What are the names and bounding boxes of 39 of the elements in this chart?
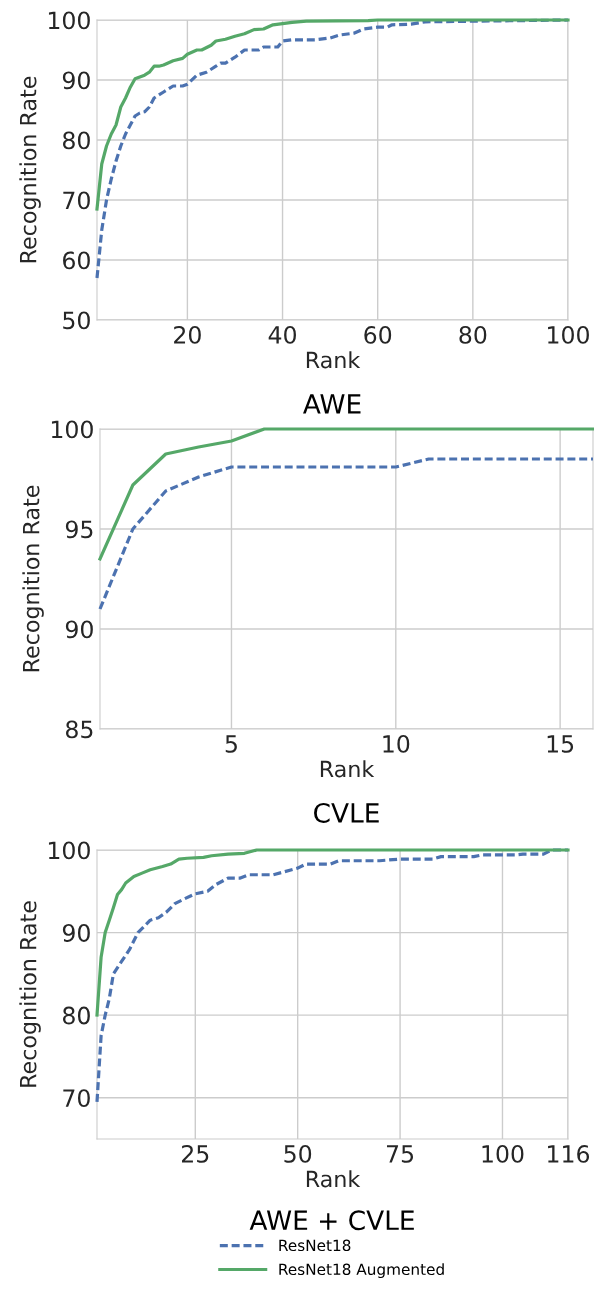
x-axis-title: Rank <box>306 1170 361 1188</box>
y-axis-title: Recognition Rate <box>19 76 41 263</box>
x-tick-label: 20 <box>174 325 201 344</box>
y-tick-label: 100 <box>48 11 90 30</box>
y-tick-label: 95 <box>65 520 93 539</box>
y-tick-label: 85 <box>66 720 93 739</box>
y-axis-title: Recognition Rate <box>19 901 41 1087</box>
y-tick-label: 80 <box>63 1006 90 1025</box>
y-tick-label: 50 <box>63 311 90 330</box>
y-tick-label: 60 <box>63 251 90 270</box>
x-tick-label: 80 <box>459 325 487 344</box>
text: CVLE <box>314 802 379 823</box>
legend-label: ResNet18 Augmented <box>279 1263 444 1279</box>
y-tick-label: 70 <box>63 1089 90 1108</box>
y-tick-label: 80 <box>63 131 90 150</box>
x-tick-label: 60 <box>364 325 392 344</box>
x-tick-label: 50 <box>284 1144 312 1163</box>
x-axis-title: Rank <box>320 760 375 778</box>
y-axis-title: Recognition Rate <box>22 485 44 672</box>
y-tick-label: 90 <box>62 71 90 90</box>
y-tick-label: 100 <box>48 841 90 860</box>
legend-label: ResNet18 <box>279 1239 351 1252</box>
x-tick-label: 75 <box>386 1145 414 1163</box>
x-axis-title: Rank <box>306 351 361 369</box>
y-tick-label: 70 <box>63 191 90 210</box>
x-tick-label: 100 <box>482 1144 524 1163</box>
x-tick-label: 10 <box>383 734 410 753</box>
text: AWE + CVLE <box>249 1210 414 1231</box>
line-series <box>98 457 594 611</box>
y-tick-label: 100 <box>51 420 93 439</box>
text: AWE <box>303 394 361 414</box>
x-tick-label: 5 <box>225 735 237 753</box>
y-tick-label: 90 <box>65 620 93 639</box>
x-tick-label: 116 <box>548 1144 590 1163</box>
x-tick-label: 100 <box>548 325 589 344</box>
x-tick-label: 15 <box>547 735 574 753</box>
x-tick-label: 40 <box>268 325 296 344</box>
y-tick-label: 90 <box>62 924 90 942</box>
x-tick-label: 25 <box>182 1144 209 1163</box>
